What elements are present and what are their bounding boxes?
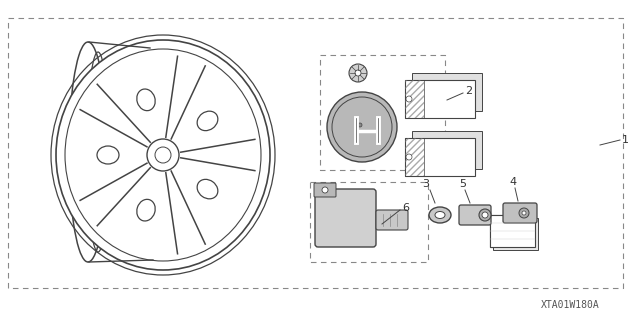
FancyBboxPatch shape xyxy=(376,210,408,230)
FancyBboxPatch shape xyxy=(314,183,336,197)
Ellipse shape xyxy=(56,40,270,270)
Text: 3: 3 xyxy=(422,179,429,189)
Text: 4: 4 xyxy=(509,177,516,187)
Bar xyxy=(412,131,482,169)
Bar xyxy=(490,215,535,247)
Circle shape xyxy=(406,154,412,160)
Circle shape xyxy=(522,211,526,215)
Bar xyxy=(405,138,475,176)
Circle shape xyxy=(349,64,367,82)
Bar xyxy=(405,138,424,176)
Bar xyxy=(405,80,424,118)
Circle shape xyxy=(519,208,529,218)
FancyBboxPatch shape xyxy=(503,203,537,223)
Bar xyxy=(405,80,475,118)
Ellipse shape xyxy=(197,111,218,131)
Ellipse shape xyxy=(97,146,119,164)
Circle shape xyxy=(147,139,179,171)
Circle shape xyxy=(406,96,412,102)
Bar xyxy=(490,215,535,247)
FancyBboxPatch shape xyxy=(315,189,376,247)
Ellipse shape xyxy=(137,199,156,221)
Circle shape xyxy=(358,123,362,127)
Circle shape xyxy=(482,212,488,218)
Text: XTA01W180A: XTA01W180A xyxy=(541,300,600,310)
Ellipse shape xyxy=(429,207,451,223)
Ellipse shape xyxy=(137,89,156,111)
Circle shape xyxy=(155,147,171,163)
FancyBboxPatch shape xyxy=(459,205,491,225)
Circle shape xyxy=(479,209,491,221)
Bar xyxy=(310,182,428,262)
Bar xyxy=(412,73,482,111)
Bar xyxy=(405,138,424,176)
Ellipse shape xyxy=(435,211,445,219)
Circle shape xyxy=(327,92,397,162)
Bar xyxy=(8,18,623,288)
Text: 5: 5 xyxy=(460,179,467,189)
Bar xyxy=(493,218,538,250)
Ellipse shape xyxy=(197,179,218,199)
Circle shape xyxy=(322,187,328,193)
Text: 6: 6 xyxy=(402,203,409,213)
Text: 1: 1 xyxy=(622,135,629,145)
Bar xyxy=(405,80,424,118)
Text: 2: 2 xyxy=(465,86,472,96)
Bar xyxy=(320,55,445,170)
Circle shape xyxy=(355,70,361,76)
